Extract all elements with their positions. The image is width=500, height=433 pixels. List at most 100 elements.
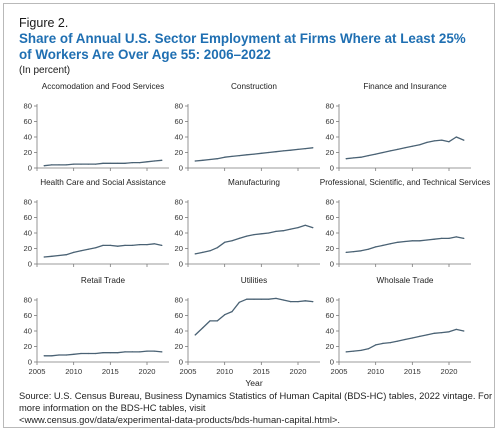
- y-tick-label: 80: [175, 296, 183, 305]
- data-point: [216, 247, 218, 249]
- data-point: [297, 301, 299, 303]
- data-point: [419, 335, 421, 337]
- data-point: [404, 240, 406, 243]
- data-point: [433, 332, 435, 334]
- data-point: [260, 152, 262, 154]
- panel-title: Finance and Insurance: [363, 82, 447, 91]
- data-point: [375, 246, 377, 248]
- data-point: [345, 158, 347, 160]
- data-point: [216, 320, 218, 322]
- data-point: [194, 160, 196, 162]
- data-point: [238, 237, 240, 239]
- y-tick-label: 80: [24, 198, 32, 207]
- data-point: [397, 148, 399, 150]
- source-line: more information on the BDS-HC tables, v…: [19, 401, 206, 413]
- series-line: [43, 350, 163, 357]
- y-tick-label: 40: [24, 229, 32, 238]
- x-tick-label: 2005: [331, 367, 348, 376]
- x-tick-label: 2005: [29, 367, 46, 376]
- data-point: [43, 256, 45, 258]
- data-point: [95, 247, 97, 249]
- y-tick-label: 80: [24, 296, 32, 305]
- data-point: [124, 162, 126, 164]
- data-point: [87, 163, 89, 165]
- data-point: [51, 164, 53, 166]
- data-point: [146, 350, 148, 352]
- data-point: [109, 352, 111, 354]
- x-tick-label: 2020: [290, 367, 307, 376]
- y-tick-label: 60: [24, 117, 32, 126]
- data-point: [231, 155, 233, 157]
- data-point: [43, 165, 45, 167]
- y-tick-label: 20: [24, 342, 32, 351]
- data-point: [290, 228, 292, 230]
- data-point: [389, 150, 391, 152]
- panel-title: Health Care and Social Assistance: [40, 178, 166, 187]
- y-tick-label: 0: [28, 260, 32, 269]
- data-point: [268, 298, 270, 300]
- data-point: [95, 163, 97, 165]
- data-point: [124, 244, 126, 246]
- data-point: [360, 250, 362, 252]
- y-tick-label: 40: [175, 229, 183, 238]
- data-point: [426, 334, 428, 336]
- y-tick-label: 20: [326, 342, 334, 351]
- data-point: [275, 230, 277, 232]
- panel-title: Construction: [231, 82, 277, 91]
- data-point: [282, 299, 284, 301]
- data-point: [194, 334, 196, 336]
- y-tick-label: 40: [326, 229, 334, 238]
- y-tick-label: 80: [24, 102, 32, 111]
- data-point: [404, 147, 406, 149]
- data-point: [224, 314, 226, 316]
- y-tick-label: 60: [326, 213, 334, 222]
- data-point: [238, 301, 240, 303]
- data-point: [58, 354, 60, 356]
- data-point: [304, 224, 306, 226]
- data-point: [216, 158, 218, 160]
- data-point: [51, 255, 53, 257]
- data-point: [224, 156, 226, 158]
- data-point: [146, 161, 148, 163]
- data-point: [441, 139, 443, 141]
- y-tick-label: 0: [330, 358, 334, 367]
- data-point: [209, 320, 211, 322]
- data-point: [268, 151, 270, 154]
- y-tick-label: 60: [326, 311, 334, 320]
- data-point: [65, 354, 67, 356]
- data-point: [246, 298, 248, 300]
- y-tick-label: 40: [326, 327, 334, 336]
- data-point: [290, 301, 292, 303]
- data-point: [375, 153, 377, 155]
- data-point: [304, 148, 306, 150]
- data-point: [58, 254, 60, 257]
- y-tick-label: 20: [24, 244, 32, 253]
- data-point: [260, 233, 262, 235]
- data-point: [253, 234, 255, 236]
- data-point: [80, 352, 82, 355]
- data-point: [419, 240, 421, 242]
- y-tick-label: 20: [175, 342, 183, 351]
- y-tick-label: 60: [175, 311, 183, 320]
- data-point: [117, 352, 119, 354]
- data-point: [202, 327, 204, 329]
- data-point: [312, 301, 314, 303]
- x-tick-label: 2015: [102, 367, 119, 376]
- data-point: [360, 349, 362, 351]
- data-point: [389, 243, 391, 245]
- data-point: [268, 232, 270, 234]
- data-point: [253, 298, 255, 300]
- data-point: [146, 244, 148, 246]
- y-tick-label: 0: [179, 358, 183, 367]
- y-tick-label: 60: [175, 117, 183, 126]
- data-point: [282, 230, 284, 232]
- data-point: [161, 351, 163, 353]
- data-point: [124, 351, 126, 353]
- data-point: [345, 251, 347, 253]
- data-point: [411, 337, 413, 339]
- y-tick-label: 20: [175, 244, 183, 253]
- y-tick-label: 20: [175, 148, 183, 157]
- data-point: [426, 141, 428, 143]
- data-point: [73, 353, 75, 355]
- data-point: [161, 244, 163, 246]
